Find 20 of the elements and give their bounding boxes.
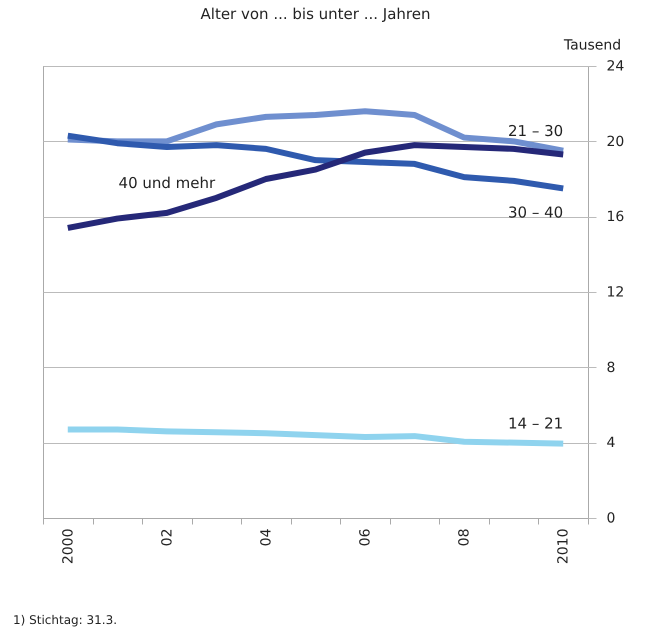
x-tick-label: 06: [358, 528, 374, 546]
y-tick-label: 12: [606, 284, 624, 300]
y-tick-label: 0: [606, 510, 616, 526]
x-tick-label: 2010: [556, 528, 572, 564]
text: 1) Stichtag: 31.3.: [13, 613, 118, 627]
x-tick-label: 02: [159, 528, 176, 546]
x-tick-label: 2000: [60, 528, 76, 564]
series-label: 40 und mehr: [118, 174, 216, 192]
y-axis-title: Tausend: [562, 38, 622, 54]
series-label: 30 – 40: [508, 203, 564, 222]
chart-title: Alter von ... bis unter ... Jahren: [200, 5, 430, 23]
series-label: 21 – 30: [508, 122, 564, 140]
x-tick-label: 08: [456, 528, 473, 546]
y-tick-label: 4: [606, 435, 616, 452]
y-tick-label: 16: [606, 209, 624, 226]
x-tick-label: 04: [258, 528, 274, 546]
series-label: 14 – 21: [508, 414, 564, 433]
y-tick-label: 20: [606, 134, 624, 150]
y-tick-label: 24: [606, 58, 624, 74]
y-tick-label: 8: [606, 360, 616, 376]
